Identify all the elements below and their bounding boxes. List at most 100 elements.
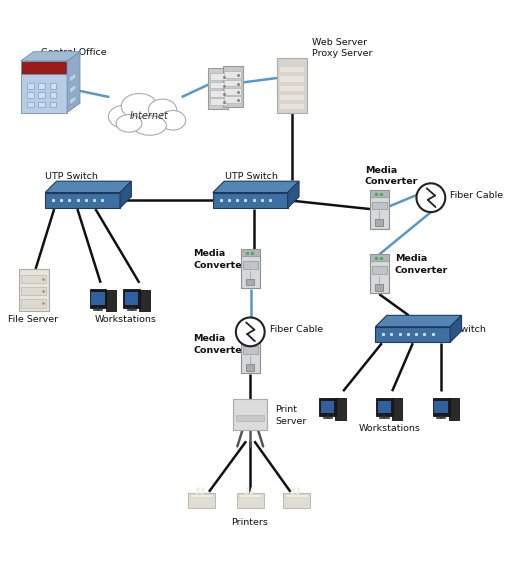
- FancyBboxPatch shape: [210, 82, 227, 88]
- FancyBboxPatch shape: [241, 249, 260, 288]
- FancyBboxPatch shape: [139, 290, 150, 311]
- Circle shape: [236, 317, 265, 346]
- FancyBboxPatch shape: [375, 219, 383, 226]
- Text: Media
Converter: Media Converter: [365, 165, 418, 187]
- FancyBboxPatch shape: [224, 71, 241, 78]
- Polygon shape: [38, 102, 45, 107]
- Polygon shape: [21, 74, 67, 112]
- FancyBboxPatch shape: [285, 494, 308, 498]
- FancyBboxPatch shape: [433, 397, 449, 416]
- FancyBboxPatch shape: [90, 289, 106, 308]
- Polygon shape: [38, 83, 45, 89]
- FancyBboxPatch shape: [241, 335, 260, 373]
- FancyBboxPatch shape: [434, 401, 448, 413]
- Polygon shape: [50, 83, 56, 89]
- Text: Printers: Printers: [231, 518, 268, 526]
- Text: Web Server
Proxy Server: Web Server Proxy Server: [312, 37, 373, 58]
- FancyBboxPatch shape: [224, 79, 241, 86]
- Polygon shape: [376, 327, 450, 342]
- Ellipse shape: [160, 111, 186, 130]
- FancyBboxPatch shape: [277, 58, 307, 112]
- Text: UTP Switch: UTP Switch: [433, 325, 486, 334]
- FancyBboxPatch shape: [190, 494, 213, 498]
- FancyBboxPatch shape: [236, 415, 265, 420]
- FancyBboxPatch shape: [449, 398, 459, 419]
- Polygon shape: [120, 181, 131, 208]
- FancyBboxPatch shape: [370, 190, 389, 229]
- Text: Print
Server: Print Server: [275, 405, 307, 426]
- FancyBboxPatch shape: [224, 96, 241, 103]
- FancyBboxPatch shape: [378, 401, 391, 413]
- FancyBboxPatch shape: [239, 494, 262, 498]
- FancyBboxPatch shape: [279, 94, 304, 100]
- FancyBboxPatch shape: [392, 398, 402, 419]
- Polygon shape: [70, 84, 76, 93]
- FancyBboxPatch shape: [125, 293, 138, 305]
- FancyBboxPatch shape: [233, 399, 267, 430]
- Polygon shape: [50, 102, 56, 107]
- FancyBboxPatch shape: [335, 398, 346, 419]
- Ellipse shape: [149, 99, 176, 121]
- FancyBboxPatch shape: [372, 202, 387, 209]
- Text: Workstations: Workstations: [94, 315, 156, 324]
- Ellipse shape: [121, 93, 157, 119]
- Ellipse shape: [108, 105, 139, 128]
- FancyBboxPatch shape: [208, 67, 228, 109]
- Polygon shape: [376, 315, 461, 327]
- Ellipse shape: [116, 115, 142, 132]
- FancyBboxPatch shape: [21, 300, 46, 308]
- Text: Workstations: Workstations: [359, 424, 421, 433]
- FancyBboxPatch shape: [319, 397, 336, 416]
- FancyBboxPatch shape: [376, 397, 393, 416]
- Polygon shape: [21, 61, 67, 74]
- Polygon shape: [213, 192, 288, 208]
- Polygon shape: [450, 315, 461, 342]
- FancyBboxPatch shape: [91, 293, 105, 305]
- FancyBboxPatch shape: [237, 493, 264, 509]
- Text: UTP Switch: UTP Switch: [45, 172, 98, 181]
- FancyBboxPatch shape: [246, 279, 254, 286]
- FancyBboxPatch shape: [243, 261, 258, 268]
- Text: UTP Switch: UTP Switch: [225, 172, 278, 181]
- Polygon shape: [67, 52, 80, 112]
- Polygon shape: [21, 52, 80, 61]
- Text: Media
Converter: Media Converter: [395, 255, 448, 275]
- Ellipse shape: [133, 116, 167, 135]
- FancyBboxPatch shape: [106, 290, 116, 311]
- FancyBboxPatch shape: [241, 249, 260, 256]
- Text: Internet: Internet: [130, 111, 169, 120]
- FancyBboxPatch shape: [19, 269, 49, 311]
- FancyBboxPatch shape: [210, 90, 227, 97]
- Polygon shape: [27, 92, 34, 98]
- Polygon shape: [38, 92, 45, 98]
- Text: Fiber Cable: Fiber Cable: [450, 191, 504, 200]
- FancyBboxPatch shape: [188, 493, 215, 509]
- FancyBboxPatch shape: [224, 88, 241, 94]
- FancyBboxPatch shape: [370, 190, 389, 197]
- Polygon shape: [50, 92, 56, 98]
- FancyBboxPatch shape: [370, 255, 389, 262]
- Text: Fiber Cable: Fiber Cable: [270, 325, 323, 334]
- FancyBboxPatch shape: [210, 73, 227, 80]
- FancyBboxPatch shape: [21, 287, 46, 295]
- Text: Central Office: Central Office: [41, 48, 107, 58]
- FancyBboxPatch shape: [375, 284, 383, 290]
- Polygon shape: [70, 73, 76, 82]
- FancyBboxPatch shape: [241, 335, 260, 342]
- Text: Media
Converter: Media Converter: [194, 249, 247, 270]
- FancyBboxPatch shape: [21, 275, 46, 283]
- Polygon shape: [45, 192, 120, 208]
- FancyBboxPatch shape: [321, 401, 334, 413]
- FancyBboxPatch shape: [223, 66, 243, 107]
- Polygon shape: [27, 102, 34, 107]
- Circle shape: [416, 183, 445, 212]
- FancyBboxPatch shape: [243, 346, 258, 354]
- Polygon shape: [70, 96, 76, 105]
- Polygon shape: [27, 83, 34, 89]
- FancyBboxPatch shape: [370, 255, 389, 293]
- FancyBboxPatch shape: [210, 98, 227, 105]
- FancyBboxPatch shape: [123, 289, 140, 308]
- Polygon shape: [288, 181, 299, 208]
- FancyBboxPatch shape: [279, 66, 304, 73]
- Text: Media
Converter: Media Converter: [194, 334, 247, 355]
